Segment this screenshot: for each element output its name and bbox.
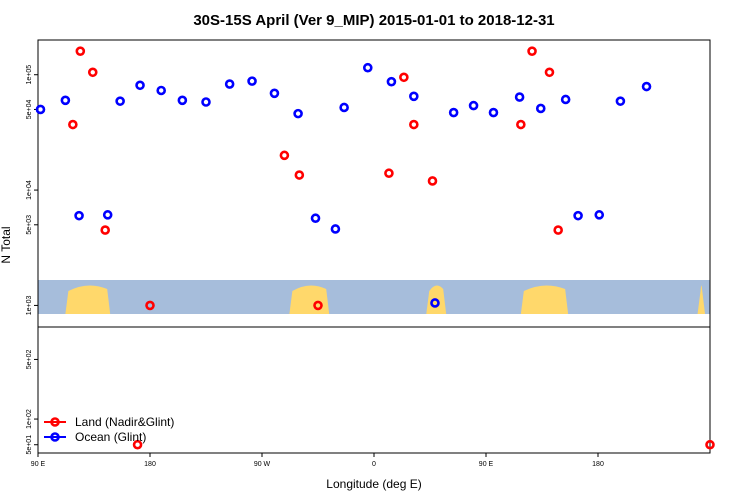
data-point — [560, 94, 571, 105]
map-ocean — [38, 280, 710, 314]
data-point — [468, 100, 479, 111]
map-land — [697, 285, 706, 314]
legend-ocean-marker — [50, 432, 60, 442]
x-axis: 90 E 180 90 W 0 90 E 180 — [31, 453, 604, 468]
data-point — [115, 96, 125, 106]
data-point — [145, 300, 155, 311]
data-point — [135, 80, 145, 91]
data-point — [102, 210, 113, 220]
data-point — [399, 72, 409, 83]
data-point — [386, 76, 397, 87]
map-land — [520, 285, 569, 314]
data-point — [279, 150, 290, 161]
data-point — [705, 439, 715, 450]
data-point — [100, 225, 110, 235]
data-point — [35, 104, 46, 115]
y-axis-label: N Total — [0, 226, 13, 263]
x-axis-label: Longitude (deg E) — [326, 477, 421, 491]
legend-ocean-label: Ocean (Glint) — [75, 430, 146, 444]
data-point — [75, 46, 86, 56]
data-point — [384, 168, 394, 179]
data-point — [60, 95, 71, 106]
legend-land-marker — [50, 417, 60, 427]
data-point — [409, 119, 419, 130]
data-point — [247, 76, 257, 86]
legend: Land (Nadir&Glint) Ocean (Glint) — [44, 415, 174, 444]
data-point — [201, 97, 211, 107]
data-point — [535, 103, 546, 114]
data-point — [313, 300, 323, 311]
x-tick-label: 180 — [592, 461, 604, 468]
data-point — [310, 213, 321, 224]
data-point — [132, 439, 143, 450]
land-ocean-map — [38, 280, 710, 314]
y-axis: 1e+03 5e+03 1e+04 5e+04 1e+05 5e+01 1e+02 5e+02 — [26, 65, 38, 455]
data-point — [362, 62, 373, 73]
data-point — [409, 91, 419, 102]
x-tick-label: 90 E — [31, 461, 46, 468]
data-point — [430, 298, 440, 308]
y-tick-label: 1e+03 — [26, 295, 33, 315]
data-point — [594, 210, 605, 220]
data-point — [293, 108, 303, 119]
x-tick-label: 90 E — [479, 461, 494, 468]
data-point — [87, 67, 98, 78]
data-point — [339, 102, 349, 113]
plot-frame — [37, 39, 711, 454]
y-tick-label: 5e+03 — [26, 215, 33, 235]
chart-title: 30S-15S April (Ver 9_MIP) 2015-01-01 to … — [193, 12, 554, 29]
y-tick-label: 1e+02 — [26, 409, 33, 429]
data-point — [641, 81, 652, 92]
y-tick-label: 5e+02 — [26, 350, 33, 370]
legend-land-label: Land (Nadir&Glint) — [75, 415, 174, 429]
data-point — [488, 107, 499, 118]
map-land — [289, 285, 330, 314]
map-land — [65, 285, 111, 314]
data-point — [448, 107, 459, 118]
data-point — [269, 88, 280, 99]
x-tick-label: 180 — [144, 461, 156, 468]
data-point — [294, 170, 305, 180]
data-point — [177, 95, 188, 106]
data-point — [553, 225, 563, 235]
data-point — [615, 96, 626, 106]
data-point — [573, 210, 583, 221]
data-point — [544, 67, 555, 78]
x-tick-label: 90 W — [254, 461, 271, 468]
y-tick-label: 1e+05 — [26, 65, 33, 85]
data-points — [35, 46, 715, 450]
data-point — [68, 119, 78, 130]
y-tick-label: 5e+01 — [26, 435, 33, 455]
data-point — [156, 85, 166, 96]
data-point — [516, 119, 526, 130]
data-point — [514, 92, 525, 102]
data-point — [330, 224, 341, 234]
data-point — [224, 79, 235, 89]
y-tick-label: 5e+04 — [26, 100, 33, 120]
y-tick-label: 1e+04 — [26, 180, 33, 200]
data-point — [527, 46, 537, 56]
data-point — [427, 176, 438, 186]
data-point — [74, 210, 84, 221]
x-tick-label: 0 — [372, 461, 376, 468]
